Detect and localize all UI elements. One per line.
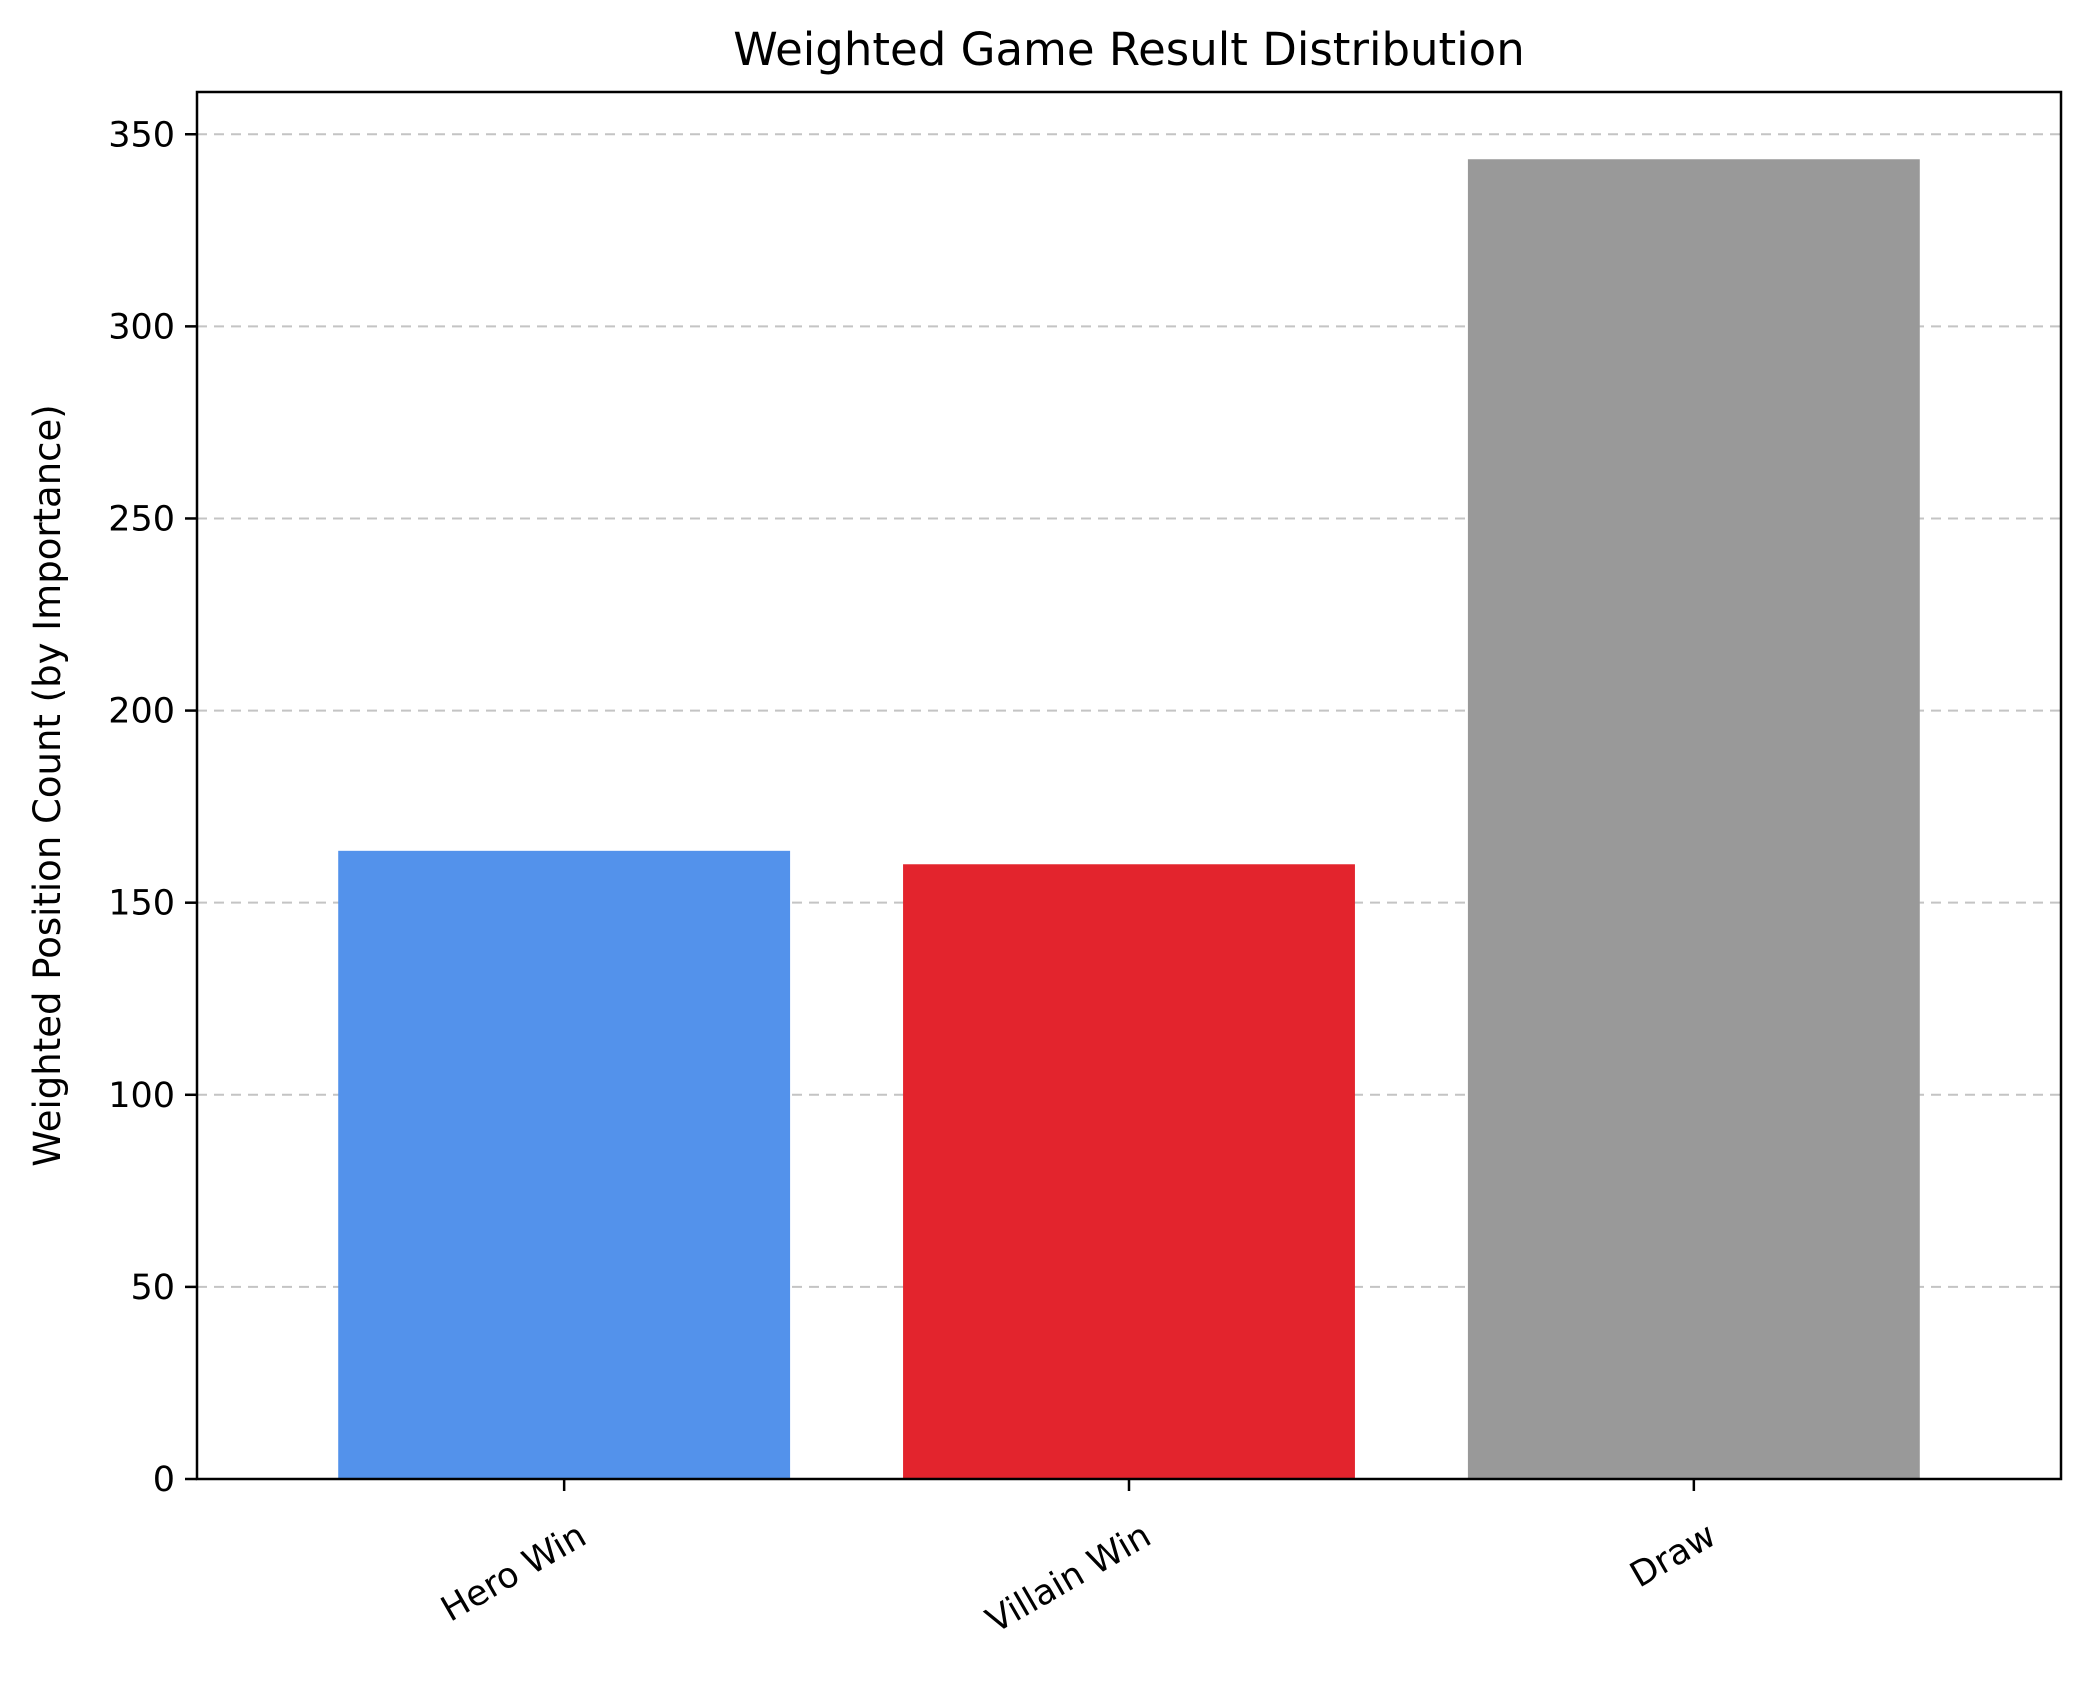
- y-tick-label-4: 200: [108, 692, 175, 732]
- y-tick-label-7: 350: [108, 115, 175, 155]
- bar-hero-win: [338, 850, 791, 1479]
- y-tick-label-6: 300: [108, 307, 175, 347]
- y-axis-label: Weighted Position Count (by Importance): [26, 404, 69, 1166]
- y-tick-label-3: 150: [108, 884, 175, 924]
- bars-layer: [338, 159, 1920, 1480]
- y-ticks: 0 50 100 150 200 250 300 350: [108, 115, 197, 1500]
- y-tick-label-0: 0: [153, 1460, 175, 1500]
- bar-villain-win: [903, 864, 1355, 1479]
- y-tick-label-5: 250: [108, 499, 175, 539]
- y-tick-label-2: 100: [108, 1076, 175, 1116]
- y-tick-label-1: 50: [130, 1268, 175, 1308]
- bar-draw: [1467, 159, 1920, 1480]
- chart-title: Weighted Game Result Distribution: [733, 23, 1524, 76]
